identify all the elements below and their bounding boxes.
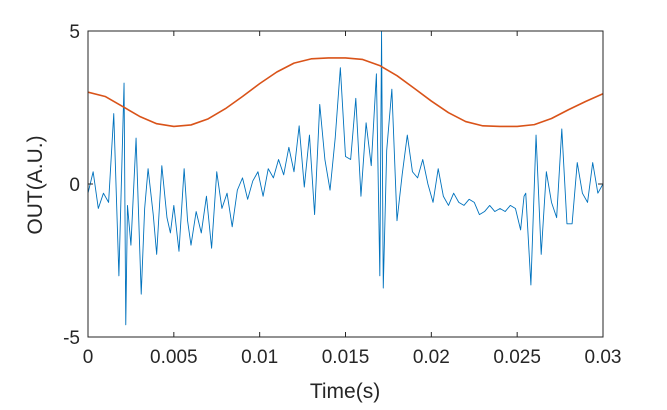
x-tick-label: 0.025: [493, 347, 541, 368]
series-line-2: [88, 57, 603, 128]
y-axis-label: OUT(A.U.): [24, 135, 47, 234]
x-tick-label: 0.005: [150, 347, 198, 368]
x-tick-label: 0: [83, 347, 94, 368]
x-axis-label: Time(s): [310, 380, 380, 403]
x-tick-label: 0.03: [585, 347, 622, 368]
x-tick-label: 0.015: [322, 347, 370, 368]
plot-background: [88, 31, 603, 337]
y-tick-label: 0: [69, 175, 80, 196]
x-tick-label: 0.01: [241, 347, 278, 368]
series-line-1: [88, 31, 603, 326]
x-tick-label: 0.02: [413, 347, 450, 368]
y-tick-label: -5: [63, 328, 80, 349]
y-tick-label: 5: [69, 22, 80, 43]
plot-area: [88, 31, 603, 337]
axes: 0 0.005 0.01 0.015 0.02 0.025 0.03-505: [63, 22, 621, 368]
